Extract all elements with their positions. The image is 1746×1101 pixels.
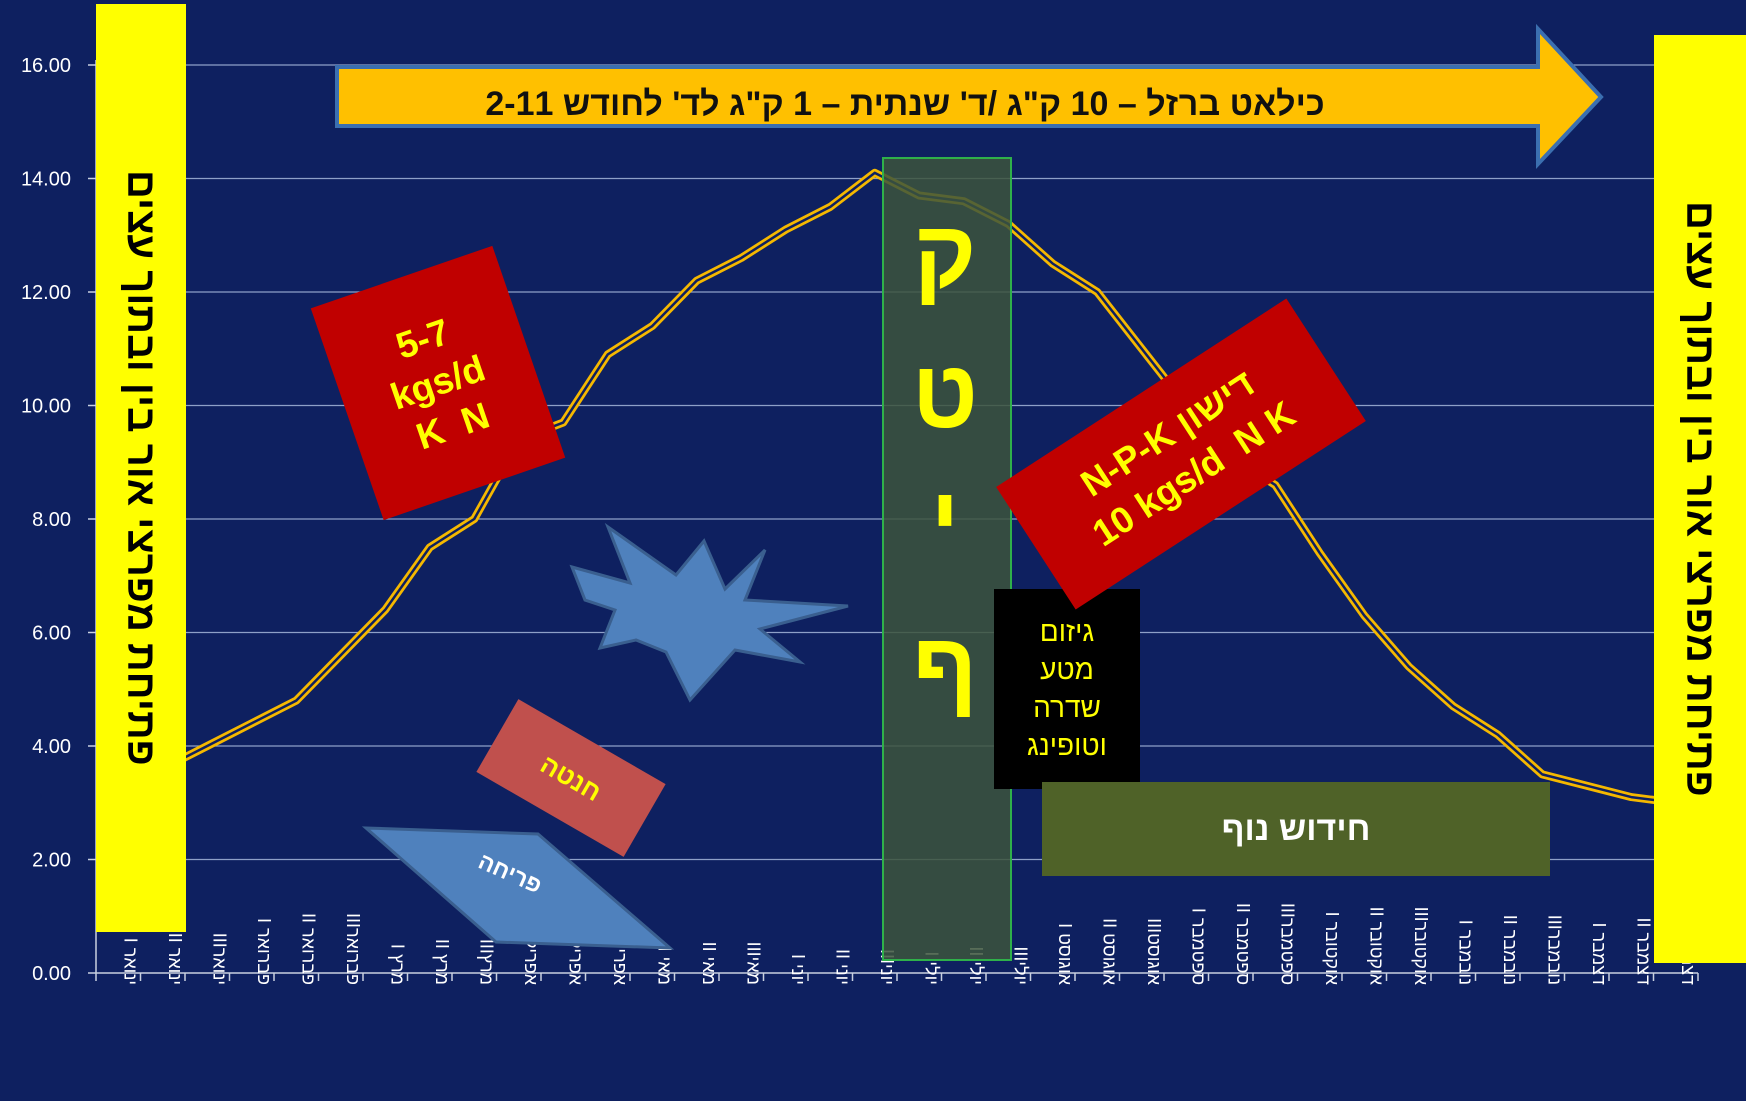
x-tick-label: פברוארIII [343,913,363,985]
x-tick-label: ינואר II [165,933,185,985]
x-tick-label: נובמבר II [1500,915,1520,985]
x-tick-labels: ינואר I ינואר II ינוארIII פברואר I פברואר II… [120,903,1698,986]
x-tick-label: אוקטובר I [1322,912,1342,986]
x-tick-label: אוקטובר II [1366,907,1386,986]
x-tick-label: פברואר II [298,913,318,985]
harvest-letter-4: ף [912,613,978,720]
y-tick-label: 8.00 [32,509,71,531]
pruning-box: גיזום מטע שדרה וטופינג [994,589,1140,789]
y-tick-label: 4.00 [32,736,71,758]
x-tick-label: פברואר I [254,918,274,985]
x-tick-label: דצמבר I [1589,922,1609,985]
x-tick-label: ינואר I [120,938,140,985]
pruning-line-2: מטע [1040,654,1094,686]
x-tick-label: מאיIII [743,942,763,985]
x-tick-label: דצמבר II [1633,917,1653,985]
harvest-box [882,157,1012,961]
y-tick-label: 2.00 [32,850,71,872]
harvest-letter-1: ק [913,201,977,308]
banner-arrow [335,23,1604,170]
y-tick-label: 16.00 [21,55,71,77]
left-side-bar: פתיחת מפרצי אור בין ובתוך עצים [96,4,186,932]
right-side-label: פתיחת מפרצי אור בין ובתוך עצים [1678,201,1723,797]
harvest-letter-3: י [930,467,960,574]
pruning-line-1: גיזום [1039,616,1095,648]
y-tick-labels: 0.00 2.00 4.00 6.00 8.00 10.00 12.00 14.00 16.00 [21,55,71,985]
x-tick-label: יוני I [788,954,808,985]
harvest-letter-2: ט [911,341,979,448]
y-tick-label: 6.00 [32,623,71,645]
y-tick-label: 0.00 [32,963,71,985]
x-tick-label: ינוארIII [209,933,229,985]
x-tick-label: יוליIII [1010,946,1030,985]
x-tick-label: מאי I [654,947,674,985]
x-tick-label: יוני II [832,949,852,985]
x-tick-label: אוגוסט II [1099,918,1119,986]
pruning-line-3: שדרה [1033,692,1101,723]
x-tick-label: אוגוסט I [1055,923,1075,986]
x-tick-label: נובמברIII [1544,915,1564,985]
x-tick-label: ספטמבר II [1233,903,1253,985]
x-tick-label: נובמבר I [1455,920,1475,985]
x-tick-label: מאי II [699,942,719,985]
x-tick-label: ספטמברIII [1277,903,1297,985]
x-tick-label: אוקטוברIII [1411,907,1431,986]
left-side-label: פתיחת מפרצי אור בין ובתוך עצים [119,170,164,766]
x-tick-label: ספטמבר I [1188,908,1208,985]
flowering-shape [361,826,675,950]
y-tick-label: 14.00 [21,169,71,191]
x-tick-label: מרץ I [387,944,407,985]
x-tick-label: אוגוסטIII [1144,918,1164,986]
starburst-shape [569,522,849,703]
canopy-renewal-box: חידוש נוף [1042,782,1550,876]
x-tick-label: מרץIII [476,939,496,985]
y-tick-label: 12.00 [21,282,71,304]
right-side-bar: פתיחת מפרצי אור בין ובתוך עצים [1654,35,1746,963]
banner-label: כילאט ברזל – 10 ק"ג /ד' שנתית – 1 ק"ג לד… [485,84,1325,123]
pruning-line-4: וטופינג [1027,729,1107,761]
y-tick-label: 10.00 [21,396,71,418]
x-tick-label: מרץ II [432,939,452,985]
